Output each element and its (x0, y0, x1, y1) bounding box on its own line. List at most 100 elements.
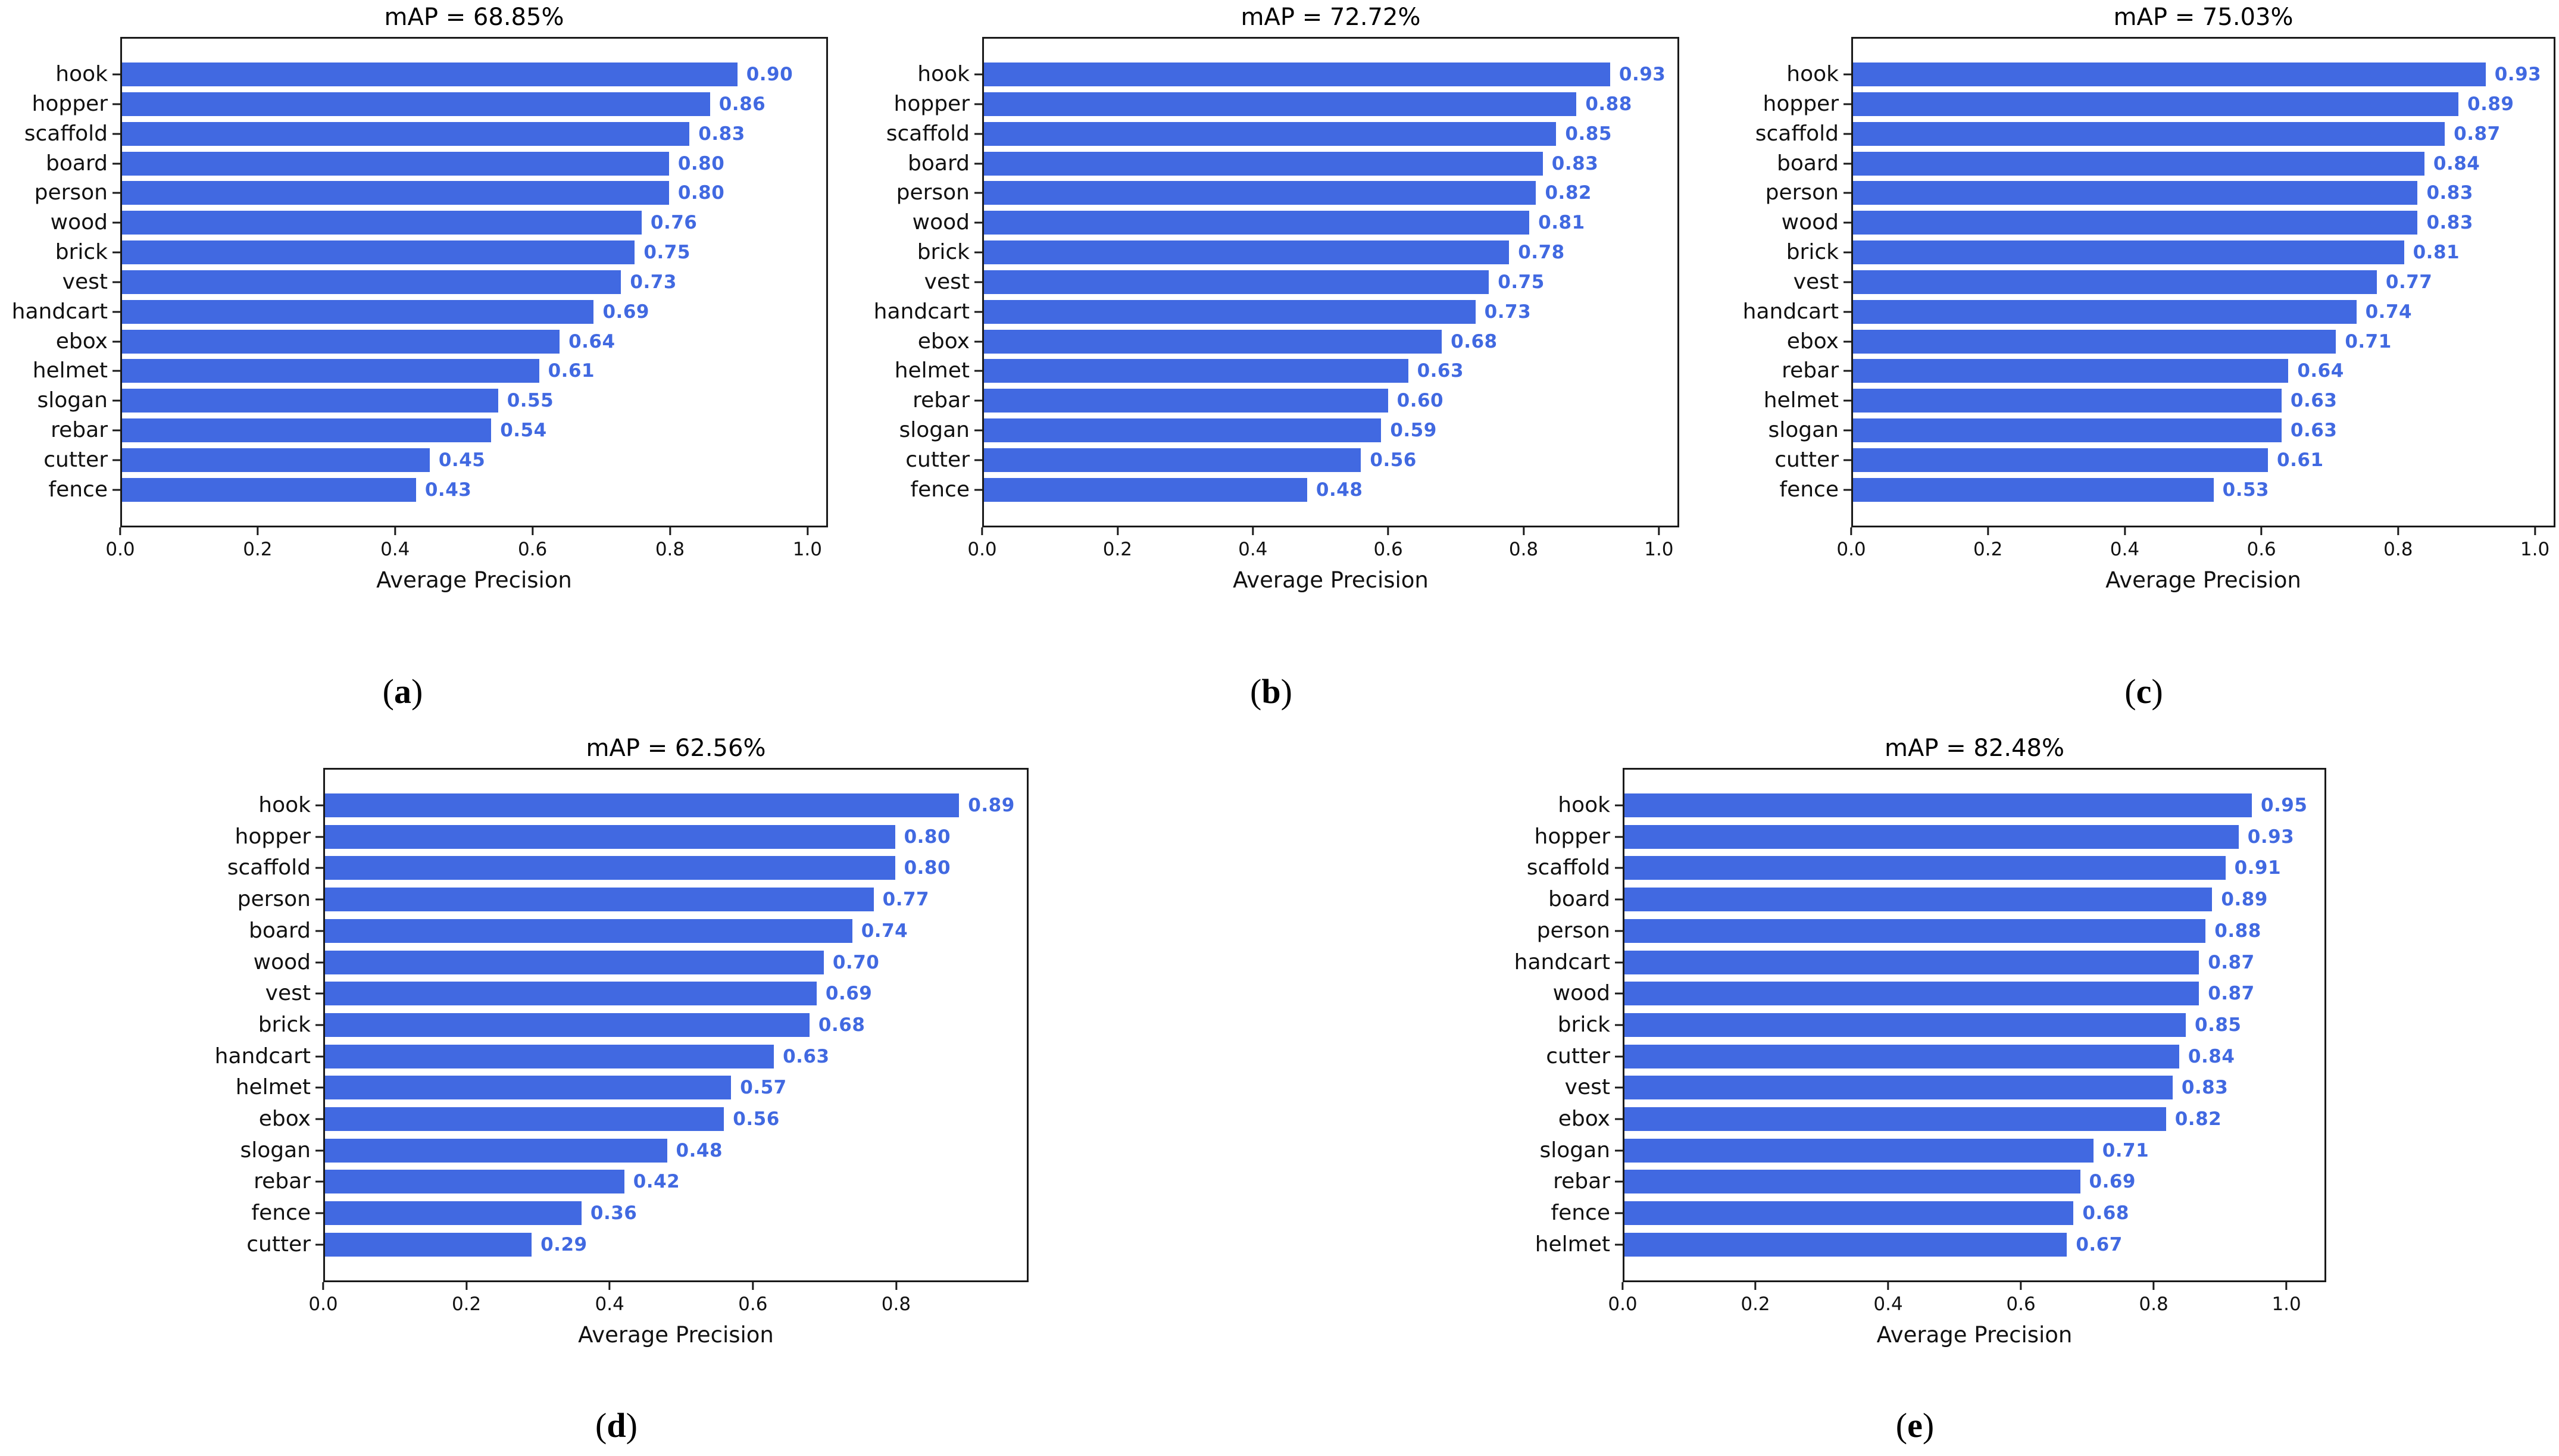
x-tick-label: 1.0 (792, 539, 823, 560)
x-tick-mark (465, 1282, 468, 1290)
bar-row: hook 0.95 (1558, 793, 2324, 817)
caption-letter: d (607, 1406, 626, 1445)
category-label: fence (910, 477, 970, 502)
bar (122, 240, 635, 265)
bar-row: ebox 0.64 (56, 329, 826, 354)
bar (122, 299, 594, 324)
category-label: brick (917, 240, 970, 265)
value-label: 0.80 (904, 826, 951, 848)
bar (984, 477, 1307, 502)
x-tick: 0.2 (1973, 527, 2002, 560)
bar (1624, 1013, 2186, 1037)
x-tick-label: 0.6 (2006, 1293, 2036, 1315)
bar-row: helmet 0.61 (33, 359, 826, 383)
caption-paren-open: ( (1250, 672, 1262, 711)
bar (325, 824, 895, 849)
category-label: slogan (37, 388, 108, 413)
value-label: 0.69 (602, 301, 649, 323)
category-label: handcart (873, 299, 970, 324)
value-label: 0.69 (825, 983, 873, 1005)
x-tick-mark (2123, 527, 2126, 535)
bar (1853, 92, 2459, 116)
category-label: hook (1786, 62, 1839, 86)
value-label: 0.61 (548, 360, 595, 382)
value-label: 0.76 (650, 212, 698, 234)
x-tick-mark (119, 527, 121, 535)
x-tick-label: 0.2 (1741, 1293, 1770, 1315)
category-label: cutter (246, 1232, 311, 1257)
bar-row: hopper 0.89 (1763, 92, 2554, 116)
x-axis-label: Average Precision (1233, 567, 1429, 593)
bar-row: board 0.84 (1777, 151, 2554, 176)
plot-area: hook 0.93 hopper 0.88 scaffold 0.85 board 0.83 p… (874, 37, 1679, 527)
x-tick-mark (1850, 527, 1852, 535)
x-tick-mark (1621, 1282, 1624, 1290)
bar (1853, 418, 2282, 443)
x-tick: 0.4 (2110, 527, 2139, 560)
category-label: handcart (1742, 299, 1839, 324)
bar-row: vest 0.69 (265, 982, 1027, 1006)
x-tick-label: 0.2 (451, 1293, 482, 1315)
value-label: 0.81 (2413, 242, 2460, 264)
x-tick-mark (2260, 527, 2263, 535)
x-tick: 0.8 (1509, 527, 1538, 560)
bar-row: helmet 0.63 (895, 359, 1677, 383)
category-label: hopper (1534, 824, 1611, 849)
bar (1624, 982, 2199, 1006)
x-tick-mark (608, 1282, 611, 1290)
value-label: 0.68 (818, 1014, 866, 1036)
x-tick-mark (1523, 527, 1524, 535)
value-label: 0.59 (1390, 420, 1437, 442)
chart-title: mAP = 82.48% (1885, 735, 2064, 762)
x-tick-mark (981, 527, 983, 535)
category-label: helmet (235, 1075, 311, 1100)
x-tick: 0.0 (1608, 1282, 1638, 1315)
value-label: 0.71 (2102, 1139, 2149, 1161)
caption-paren-open: ( (382, 672, 394, 711)
x-tick: 1.0 (2520, 527, 2549, 560)
value-label: 0.75 (643, 242, 690, 264)
value-label: 0.54 (500, 420, 547, 442)
value-label: 0.73 (1484, 301, 1532, 323)
x-tick: 0.6 (518, 527, 547, 560)
bar-row: wood 0.76 (51, 211, 826, 235)
bar-row: wood 0.81 (913, 211, 1677, 235)
category-label: fence (251, 1201, 311, 1226)
bar (1624, 918, 2206, 943)
bar-row: fence 0.48 (910, 477, 1677, 502)
x-tick-label: 0.8 (881, 1293, 911, 1315)
category-label: helmet (894, 358, 970, 383)
bar-row: wood 0.70 (254, 950, 1027, 974)
category-label: hook (55, 62, 108, 86)
bar (1853, 63, 2486, 86)
bar (984, 151, 1543, 176)
x-tick-label: 0.0 (1836, 539, 1866, 560)
value-label: 0.80 (677, 182, 725, 204)
category-label: scaffold (1526, 855, 1610, 880)
bar-row: handcart 0.69 (12, 299, 826, 324)
bar-row: brick 0.75 (55, 240, 826, 265)
category-label: helmet (1763, 388, 1839, 413)
x-axis-label: Average Precision (2105, 567, 2301, 593)
bar (325, 1044, 774, 1068)
x-tick-mark (532, 527, 534, 535)
value-label: 0.63 (2290, 420, 2338, 442)
x-tick-mark (1387, 527, 1389, 535)
bar (984, 121, 1557, 146)
bar-row: hook 0.93 (1786, 63, 2554, 86)
bar-row: rebar 0.60 (913, 389, 1677, 413)
category-label: wood (1781, 210, 1839, 235)
value-label: 0.63 (2290, 390, 2338, 412)
bar (984, 181, 1536, 205)
value-label: 0.89 (2221, 889, 2268, 911)
x-tick-label: 0.4 (380, 539, 410, 560)
panel-caption: (b) (863, 671, 1679, 711)
bar-row: slogan 0.48 (240, 1138, 1027, 1163)
bar (1853, 211, 2418, 235)
value-label: 0.68 (1451, 330, 1498, 352)
x-tick: 0.2 (1741, 1282, 1770, 1315)
x-tick-label: 0.8 (2139, 1293, 2169, 1315)
bar (122, 181, 669, 205)
chart-title: mAP = 62.56% (586, 735, 766, 762)
bars-container: hook 0.93 hopper 0.89 scaffold 0.87 board 0.84 p… (1743, 63, 2554, 502)
